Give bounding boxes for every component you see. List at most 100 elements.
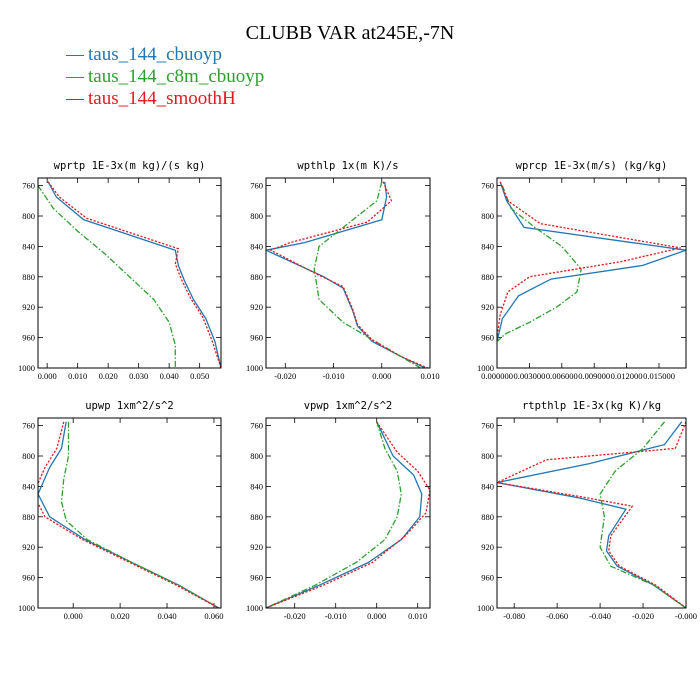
- legend-label: taus_144_c8m_cbuoyp: [88, 66, 265, 87]
- series-line: [497, 421, 686, 608]
- y-tick-label: 840: [22, 481, 35, 491]
- x-tick-label: 0.006000: [546, 371, 578, 381]
- y-tick-label: 960: [22, 333, 35, 343]
- panel-title: wpthlp 1x(m K)/s: [297, 160, 398, 172]
- legend: taus_144_cbuoyp taus_144_c8m_cbuoyp taus…: [66, 44, 264, 110]
- y-tick-label: 920: [481, 542, 494, 552]
- series-line: [497, 185, 582, 342]
- x-tick-label: 0.020: [99, 371, 118, 381]
- y-tick-label: 760: [22, 421, 35, 431]
- y-tick-label: 800: [481, 451, 494, 461]
- panel-frame: [265, 417, 431, 609]
- panel-title: wprtp 1E-3x(m kg)/(s kg): [54, 160, 206, 172]
- panel-frame: [265, 177, 431, 369]
- y-tick-label: 1000: [18, 603, 35, 613]
- panel-title: upwp 1xm^2/s^2: [85, 400, 174, 412]
- legend-label: taus_144_smoothH: [88, 88, 236, 109]
- x-tick-label: 0.050: [190, 371, 209, 381]
- y-tick-label: 960: [250, 333, 263, 343]
- series-line: [266, 421, 402, 608]
- panel-title: rtpthlp 1E-3x(kg K)/kg: [522, 400, 661, 412]
- panel-title: wprcp 1E-3x(m/s) (kg/kg): [516, 160, 668, 172]
- y-tick-label: 1000: [246, 363, 263, 373]
- y-tick-label: 880: [250, 272, 263, 282]
- y-tick-label: 840: [481, 481, 494, 491]
- x-tick-label: 0.000: [38, 371, 57, 381]
- series-line: [497, 181, 681, 338]
- x-tick-label: 0.020: [111, 611, 130, 621]
- series-line: [599, 421, 686, 608]
- y-tick-label: 880: [22, 272, 35, 282]
- y-tick-label: 760: [22, 181, 35, 191]
- y-tick-label: 920: [481, 302, 494, 312]
- y-tick-label: 920: [22, 542, 35, 552]
- x-tick-label: 0.060: [204, 611, 223, 621]
- x-tick-label: 0.040: [160, 371, 179, 381]
- panel-frame: [37, 417, 222, 609]
- y-tick-label: 960: [250, 573, 263, 583]
- series-line: [47, 181, 221, 368]
- series-line: [60, 421, 220, 608]
- x-tick-label: 0.000000: [481, 371, 513, 381]
- panel-title: vpwp 1xm^2/s^2: [304, 400, 393, 412]
- x-tick-label: 0.003000: [513, 371, 545, 381]
- legend-item-c8m-cbuoyp: taus_144_c8m_cbuoyp: [66, 66, 264, 88]
- x-tick-label: 0.010: [420, 371, 439, 381]
- x-tick-label: -0.020: [284, 611, 306, 621]
- y-tick-label: 800: [22, 451, 35, 461]
- panel-frame: [37, 177, 222, 369]
- y-tick-label: 960: [481, 573, 494, 583]
- y-tick-label: 840: [22, 241, 35, 251]
- x-tick-label: 0.030: [129, 371, 148, 381]
- x-tick-label: -0.020: [274, 371, 296, 381]
- y-tick-label: 760: [250, 421, 263, 431]
- series-line: [38, 421, 220, 608]
- y-tick-label: 960: [22, 573, 35, 583]
- y-tick-label: 800: [22, 211, 35, 221]
- y-tick-label: 760: [250, 181, 263, 191]
- figure-title: CLUBB VAR at245E,-7N: [245, 22, 455, 44]
- y-tick-label: 800: [250, 211, 263, 221]
- x-tick-label: -0.020: [632, 611, 654, 621]
- y-tick-label: 920: [250, 302, 263, 312]
- y-tick-label: 920: [22, 302, 35, 312]
- y-tick-label: 1000: [18, 363, 35, 373]
- x-tick-label: 0.012000: [611, 371, 643, 381]
- y-tick-label: 1000: [477, 603, 494, 613]
- x-tick-label: -0.080: [503, 611, 525, 621]
- x-tick-label: -0.010: [323, 371, 345, 381]
- y-tick-label: 880: [481, 512, 494, 522]
- x-tick-label: 0.000: [367, 611, 386, 621]
- y-tick-label: 880: [22, 512, 35, 522]
- x-tick-label: 0.009000: [578, 371, 610, 381]
- legend-swatch: [66, 76, 84, 78]
- y-tick-label: 760: [481, 421, 494, 431]
- y-tick-label: 760: [481, 181, 494, 191]
- panel-frame: [496, 177, 687, 369]
- series-line: [269, 181, 428, 368]
- x-tick-label: 0.015000: [643, 371, 675, 381]
- series-line: [497, 181, 686, 342]
- series-line: [38, 421, 220, 608]
- y-tick-label: 960: [481, 333, 494, 343]
- series-line: [266, 421, 430, 608]
- x-tick-label: -0.040: [589, 611, 611, 621]
- x-tick-label: -0.060: [546, 611, 568, 621]
- x-tick-label: -0.010: [325, 611, 347, 621]
- x-tick-label: -0.000: [675, 611, 697, 621]
- x-tick-label: 0.010: [408, 611, 427, 621]
- series-line: [47, 181, 221, 368]
- x-tick-label: 0.040: [157, 611, 176, 621]
- legend-label: taus_144_cbuoyp: [88, 44, 223, 65]
- series-line: [38, 185, 176, 368]
- x-tick-label: 0.000: [372, 371, 391, 381]
- y-tick-label: 840: [481, 241, 494, 251]
- series-line: [266, 181, 426, 368]
- y-tick-label: 840: [250, 481, 263, 491]
- series-line: [313, 181, 421, 368]
- series-line: [497, 421, 686, 608]
- x-tick-label: 0.000: [64, 611, 83, 621]
- y-tick-label: 1000: [477, 363, 494, 373]
- legend-swatch: [66, 98, 84, 100]
